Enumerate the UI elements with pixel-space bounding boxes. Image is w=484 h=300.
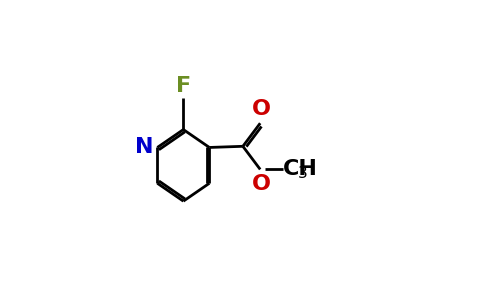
Text: O: O <box>252 174 271 194</box>
Text: F: F <box>176 76 191 96</box>
Text: 3: 3 <box>298 166 307 181</box>
Text: O: O <box>252 99 271 119</box>
Text: CH: CH <box>283 159 318 179</box>
Text: N: N <box>135 137 153 158</box>
